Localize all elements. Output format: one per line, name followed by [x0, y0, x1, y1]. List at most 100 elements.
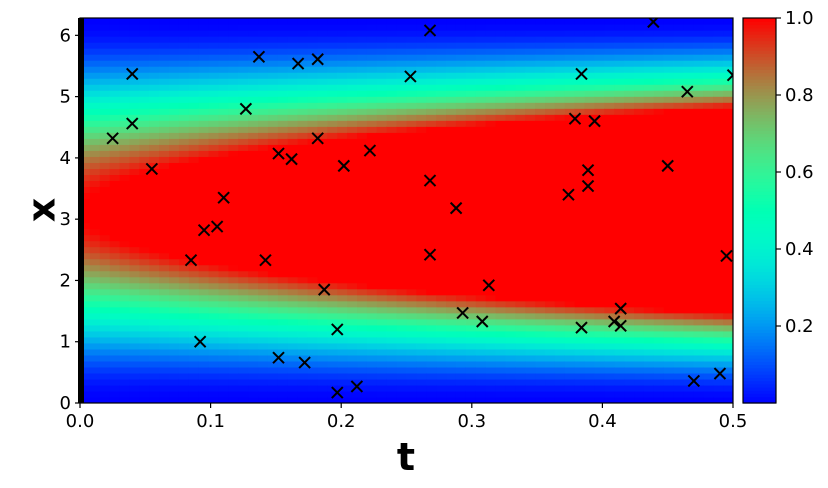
colorbar-segment — [743, 364, 776, 369]
heatmap-cell — [713, 348, 724, 356]
heatmap-cell — [238, 210, 249, 218]
heatmap-cell — [198, 54, 210, 61]
heatmap-cell — [129, 42, 140, 49]
heatmap-cell — [396, 54, 408, 61]
heatmap-cell — [109, 84, 121, 91]
heatmap-cell — [80, 90, 91, 97]
heatmap-cell — [554, 138, 566, 145]
heatmap-cell — [495, 54, 507, 61]
heatmap-cell — [327, 30, 338, 37]
heatmap-cell — [455, 138, 467, 145]
heatmap-cell — [446, 246, 457, 254]
heatmap-cell — [248, 366, 259, 374]
heatmap-cell — [218, 336, 230, 344]
heatmap-cell — [307, 264, 319, 272]
heatmap-cell — [178, 162, 190, 169]
heatmap-cell — [178, 192, 190, 200]
heatmap-cell — [357, 162, 368, 169]
heatmap-cell — [475, 18, 487, 25]
heatmap-cell — [683, 126, 695, 133]
heatmap-cell — [80, 312, 91, 320]
heatmap-cell — [643, 258, 655, 266]
heatmap-cell — [317, 216, 328, 224]
heatmap-cell — [604, 54, 615, 61]
heatmap-cell — [139, 234, 150, 242]
heatmap-cell — [525, 36, 536, 43]
heatmap-cell — [307, 312, 319, 320]
point-marker — [575, 321, 588, 334]
heatmap-cell — [267, 372, 279, 380]
heatmap-cell — [495, 198, 507, 206]
heatmap-cell — [723, 300, 733, 308]
heatmap-cell — [238, 270, 249, 278]
heatmap-cell — [624, 378, 635, 386]
heatmap-cell — [149, 348, 160, 356]
heatmap-cell — [455, 384, 467, 392]
heatmap-cell — [297, 258, 309, 266]
heatmap-cell — [267, 252, 279, 260]
heatmap-cell — [317, 294, 328, 302]
heatmap-cell — [337, 198, 348, 206]
heatmap-cell — [129, 96, 140, 103]
heatmap-cell — [337, 360, 348, 368]
heatmap-cell — [535, 78, 546, 85]
heatmap-cell — [109, 168, 121, 176]
heatmap-cell — [258, 180, 269, 188]
heatmap-cell — [80, 150, 91, 157]
heatmap-cell — [80, 84, 91, 91]
heatmap-cell — [198, 108, 210, 115]
heatmap-cell — [99, 162, 111, 169]
heatmap-cell — [505, 90, 516, 97]
heatmap-cell — [347, 144, 358, 151]
heatmap-cell — [149, 186, 160, 194]
heatmap-cell — [89, 192, 101, 200]
heatmap-cell — [624, 24, 635, 31]
heatmap-cell — [129, 36, 140, 43]
heatmap-cell — [554, 108, 566, 115]
heatmap-cell — [614, 24, 625, 31]
heatmap-cell — [643, 36, 655, 43]
heatmap-cell — [149, 210, 160, 218]
heatmap-cell — [426, 234, 437, 242]
heatmap-cell — [119, 294, 131, 302]
heatmap-cell — [208, 48, 220, 55]
heatmap-cell — [277, 336, 289, 344]
heatmap-cell — [584, 312, 596, 320]
heatmap-cell — [604, 198, 615, 206]
heatmap-cell — [634, 114, 645, 121]
heatmap-cell — [366, 360, 378, 368]
point-marker — [607, 315, 621, 328]
heatmap-cell — [89, 96, 101, 103]
heatmap-cell — [673, 192, 685, 200]
heatmap-cell — [446, 60, 457, 67]
heatmap-cell — [238, 78, 249, 85]
heatmap-cell — [564, 150, 576, 157]
heatmap-cell — [267, 162, 279, 169]
heatmap-cell — [663, 42, 675, 49]
heatmap-cell — [436, 18, 447, 25]
heatmap-cell — [327, 216, 338, 224]
heatmap-cell — [485, 180, 497, 188]
heatmap-cell — [267, 36, 279, 43]
heatmap-cell — [317, 48, 328, 55]
heatmap-cell — [188, 42, 200, 49]
heatmap-cell — [188, 300, 200, 308]
heatmap-cell — [475, 336, 487, 344]
heatmap-cell — [129, 396, 140, 403]
heatmap-cell — [396, 360, 408, 368]
heatmap-cell — [109, 48, 121, 55]
heatmap-cell — [683, 30, 695, 37]
heatmap-cell — [287, 60, 299, 67]
heatmap-cell — [436, 102, 447, 109]
heatmap-cell — [267, 282, 279, 290]
heatmap-cell — [436, 168, 447, 176]
heatmap-cell — [643, 240, 655, 248]
heatmap-cell — [258, 330, 269, 338]
heatmap-cell — [693, 168, 704, 176]
heatmap-cell — [525, 330, 536, 338]
heatmap-cell — [228, 390, 239, 398]
heatmap-cell — [248, 162, 259, 169]
heatmap-cell — [673, 84, 685, 91]
heatmap-cell — [218, 186, 230, 194]
heatmap-cell — [673, 72, 685, 79]
